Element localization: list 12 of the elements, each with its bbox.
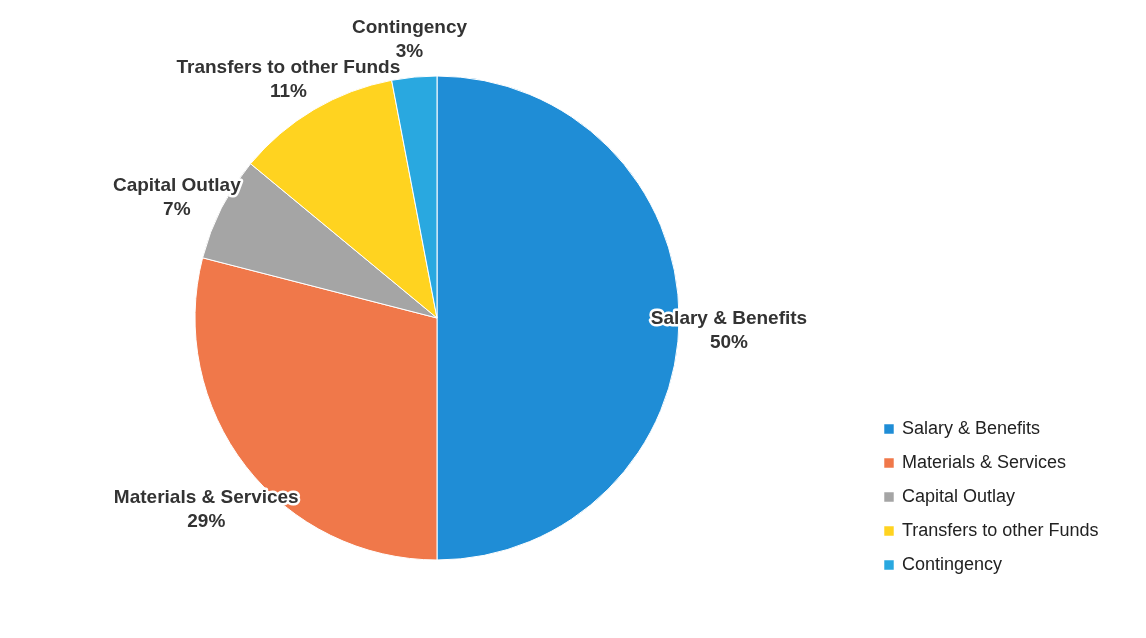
legend-label: Contingency	[902, 554, 1003, 574]
legend-label: Capital Outlay	[902, 486, 1016, 506]
legend-label: Materials & Services	[902, 452, 1067, 472]
legend-label: Transfers to other Funds	[902, 520, 1099, 540]
data-label: 50%	[709, 331, 749, 352]
data-label: 3%	[395, 40, 424, 62]
legend-label: Salary & Benefits	[902, 418, 1041, 438]
data-label: 7%	[163, 198, 191, 220]
data-label: 29%	[187, 509, 226, 531]
slice-label: Capital Outlay	[112, 174, 242, 196]
slice-label: Contingency	[351, 16, 468, 38]
data-label: 11%	[269, 79, 307, 101]
